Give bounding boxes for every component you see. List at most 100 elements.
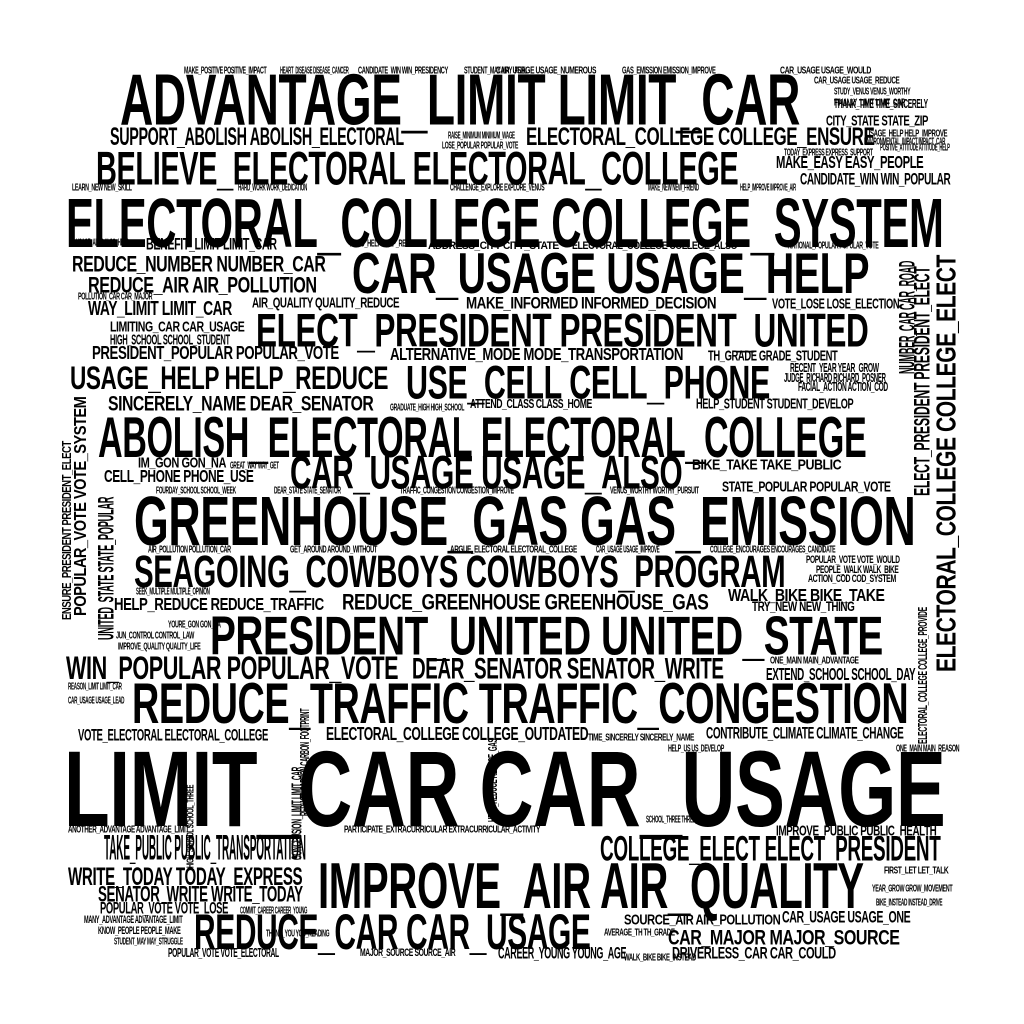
word-im-gon-gon-na: IM_GON GON_NA xyxy=(138,453,226,471)
word-study-venus-venus-worthy: STUDY_VENUS VENUS_WORTHY xyxy=(834,85,911,97)
word-electoral-college-college-provide: ELECTORAL_COLLEGE COLLEGE_PROVIDE xyxy=(916,607,931,744)
word-car-usage-usage-lead: CAR_USAGE USAGE_LEAD xyxy=(68,694,125,706)
word-reason-limit-limit-car: REASON_LIMIT LIMIT_CAR xyxy=(68,680,122,692)
word-hard-work-work-dedication: HARD_WORK WORK_DEDICATION xyxy=(238,181,307,193)
word-help-student-student-develop: HELP_STUDENT STUDENT_DEVELOP xyxy=(696,394,854,412)
word-th-grade-grade-student: TH_GRADE GRADE_STUDENT xyxy=(708,346,838,364)
word-state-popular-popular-vote: STATE_POPULAR POPULAR_VOTE xyxy=(722,477,891,495)
word-one-main-main-reason: ONE_MAIN MAIN_REASON xyxy=(896,742,960,754)
word-learn-new-new-skill: LEARN_NEW NEW_SKILL xyxy=(72,181,132,193)
word-dear-state-state-senator: DEAR_STATE STATE_SENATOR xyxy=(274,484,341,496)
word-use-cell-cell-phone: USE_CELL CELL_PHONE xyxy=(406,357,770,410)
word-alternative-mode-mode-transportation: ALTERNATIVE_MODE MODE_TRANSPORTATION xyxy=(390,343,683,364)
word-judge-richard-richard-posner: JUDGE_RICHARD RICHARD_POSNER xyxy=(784,371,886,386)
word-graduate-high-high-school: GRADUATE_HIGH HIGH_SCHOOL xyxy=(390,401,465,413)
word-advantage-limit-limit-car: ADVANTAGE_LIMIT LIMIT_CAR xyxy=(120,59,800,141)
word-pollution-car-car-major: POLLUTION_CAR CAR_MAJOR xyxy=(78,290,153,302)
word-reduce-greenhouse-greenhouse-gas: REDUCE_GREENHOUSE GREENHOUSE_GAS xyxy=(342,589,709,615)
word-car-usage-usage-help: CAR_USAGE USAGE_HELP xyxy=(352,240,870,306)
word-heart-disease-disease-cancer: HEART_DISEASE DISEASE_CANCER xyxy=(280,64,349,76)
word-recent-year-year-grow: RECENT_YEAR YEAR_GROW xyxy=(790,361,879,376)
word-thank-time-time-sincerely: THANK_TIME TIME_SINCERELY xyxy=(834,97,928,112)
word-benefit-limit-limit-car: BENEFIT_LIMIT LIMIT_CAR xyxy=(146,234,277,254)
word-usage-also-also-help: USAGE_ALSO ALSO_HELP xyxy=(76,236,129,248)
word-walk-bike-bike-instead: WALK_BIKE BIKE_INSTEAD xyxy=(624,951,696,963)
word-reduce-car-car-usage: REDUCE_CAR CAR_USAGE xyxy=(194,905,591,960)
word-cell-phone-phone-use: CELL_PHONE PHONE_USE xyxy=(104,465,254,486)
word-improve-public-public-health: IMPROVE_PUBLIC PUBLIC_HEALTH xyxy=(776,821,937,839)
word-positive-attitude-attitude-help: POSITIVE_ATTITUDE ATTITUDE_HELP xyxy=(880,141,950,153)
word-greenhouse-gas-gas-emission: GREENHOUSE_GAS GAS_EMISSION xyxy=(134,481,916,560)
word-vote-lose-lose-election: VOTE_LOSE LOSE_ELECTION xyxy=(772,294,900,312)
word-extend-school-school-day: EXTEND_SCHOOL SCHOOL_DAY xyxy=(766,663,916,684)
word-usage-help-help-improve: USAGE_HELP HELP_IMPROVE xyxy=(866,127,948,139)
word-source-air-air-pollution: SOURCE_AIR AIR_POLLUTION xyxy=(624,910,781,928)
word-electoral-college-college-ensure: ELECTORAL_COLLEGE COLLEGE_ENSURE xyxy=(526,123,875,151)
word-get-around-around-without: GET_AROUND AROUND_WITHOUT xyxy=(290,543,377,555)
word-way-limit-limit-car: WAY_LIMIT LIMIT_CAR xyxy=(88,298,232,320)
word-average-th-th-grade: AVERAGE_TH TH_GRADE xyxy=(604,926,675,938)
word-limiting-car-car-usage: LIMITING_CAR CAR_USAGE xyxy=(110,317,245,335)
word-car-usage-usage-improve: CAR_USAGE USAGE_IMPROVE xyxy=(596,543,660,555)
word-lose-popular-popular-vote: LOSE_POPULAR POPULAR_VOTE xyxy=(442,139,519,151)
word-car-major-major-source: CAR_MAJOR MAJOR_SOURCE xyxy=(668,925,900,950)
word-high-school-school-student: HIGH_SCHOOL SCHOOL_STUDENT xyxy=(110,330,230,348)
word-another-advantage-advantage-limit: ANOTHER_ADVANTAGE ADVANTAGE_LIMIT xyxy=(68,823,189,835)
word-seek-multiple-multiple-opinion: SEEK_MULTIPLE MULTIPLE_OPINION xyxy=(136,585,210,597)
word-win-popular-popular-vote: WIN_POPULAR POPULAR_VOTE xyxy=(66,649,399,687)
word-support-abolish-abolish-electoral: SUPPORT_ABOLISH ABOLISH_ELECTORAL xyxy=(110,123,404,151)
word-help-improve-improve-air: HELP_IMPROVE IMPROVE_AIR xyxy=(740,181,796,193)
word-time-sincerely-sincerely-name: TIME_SINCERELY SINCERELY_NAME xyxy=(588,731,694,743)
word-finally-limit-limit-car: FINALLY_LIMIT LIMIT_CAR xyxy=(834,96,906,108)
word-gas-emission-emission-improve: GAS_EMISSION EMISSION_IMPROVE xyxy=(622,64,716,76)
word-also-help-help-reduce: ALSO_HELP HELP_REDUCE xyxy=(350,237,421,249)
word-venus-worthy-worthy-pursuit: VENUS_WORTHY WORTHY_PURSUIT xyxy=(610,484,699,496)
word-take-public-public-transportation: TAKE_PUBLIC PUBLIC_TRANSPORTATION xyxy=(104,828,306,867)
word-bike-take-take-public: BIKE_TAKE TAKE_PUBLIC xyxy=(692,455,842,473)
word-argue-electoral-electoral-college: ARGUE_ELECTORAL ELECTORAL_COLLEGE xyxy=(450,543,577,555)
word-youre-gon-gon-na: YOURE_GON GON_NA xyxy=(168,618,221,630)
word-traffic-congestion-congestion-improve: TRAFFIC_CONGESTION CONGESTION_IMPROVE xyxy=(400,484,514,496)
word-reduce-traffic-traffic-congestion: REDUCE_TRAFFIC TRAFFIC_CONGESTION xyxy=(132,670,909,736)
word-air-quality-quality-reduce: AIR_QUALITY QUALITY_REDUCE xyxy=(252,293,400,311)
word-many-advantage-advantage-limit: MANY_ADVANTAGE ADVANTAGE_LIMIT xyxy=(84,912,183,926)
word-electoral-college-college-also: ELECTORAL_COLLEGE COLLEGE_ALSO xyxy=(572,238,738,252)
word-address-city-city-state: ADDRESS_CITY CITY_STATE xyxy=(428,238,559,252)
word-help-reduce-reduce-gas: HELP_REDUCE REDUCE_GAS xyxy=(486,738,501,822)
word-attend-class-class-home: ATTEND_CLASS CLASS_HOME xyxy=(470,397,592,412)
word-reduce-number-number-car: REDUCE_NUMBER NUMBER_CAR xyxy=(72,251,326,277)
word-bike-instead-instead-drive: BIKE_INSTEAD INSTEAD_DRIVE xyxy=(876,896,943,908)
word-write-today-today-express: WRITE_TODAY TODAY_EXPRESS xyxy=(68,863,303,891)
word-candidate-win-win-presidency: CANDIDATE_WIN WIN_PRESIDENCY xyxy=(358,64,448,76)
word-one-main-main-advantage: ONE_MAIN MAIN_ADVANTAGE xyxy=(770,654,859,666)
word-commit-career-career-young: COMMIT_CAREER CAREER_YOUNG xyxy=(240,904,308,916)
word-popular-vote-vote-would: POPULAR_VOTE VOTE_WOULD xyxy=(806,552,900,566)
word-help-reduce-reduce-traffic: HELP_REDUCE REDUCE_TRAFFIC xyxy=(114,593,324,614)
word-participate-extracurricular-extracurricular-activity: PARTICIPATE_EXTRACURRICULAR EXTRACURRICU… xyxy=(344,823,541,835)
word-make-easy-easy-people: MAKE_EASY EASY_PEOPLE xyxy=(776,151,924,172)
word-electoral-college-college-elect: ELECTORAL_COLLEGE COLLEGE_ELECT xyxy=(930,255,962,672)
word-usage-help-help-reduce: USAGE_HELP HELP_REDUCE xyxy=(70,359,389,397)
word-college-elect-elect-president: COLLEGE_ELECT ELECT_PRESIDENT xyxy=(600,829,941,868)
word-year-grow-grow-movement: YEAR_GROW GROW_MOVEMENT xyxy=(872,882,953,894)
word-major-source-source-air: MAJOR_SOURCE SOURCE_AIR xyxy=(360,945,456,959)
word-environmental-impact-impact-car: ENVIRONMENTAL_IMPACT IMPACT_CAR xyxy=(864,135,946,147)
word-reduce-air-air-pollution: REDUCE_AIR AIR_POLLUTION xyxy=(88,272,317,298)
word-president-united-united-state: PRESIDENT_UNITED UNITED_STATE xyxy=(210,605,883,667)
word-car-usage-usage-reduce: CAR_USAGE USAGE_REDUCE xyxy=(814,74,900,86)
word-vote-electoral-electoral-college: VOTE_ELECTORAL ELECTORAL_COLLEGE xyxy=(78,725,268,745)
word-senator-write-write-today: SENATOR_WRITE WRITE_TODAY xyxy=(98,881,303,907)
word-people-walk-walk-bike: PEOPLE_WALK WALK_BIKE xyxy=(816,562,899,576)
word-popular-vote-vote-electoral: POPULAR_VOTE VOTE_ELECTORAL xyxy=(168,946,279,961)
word-career-young-young-age: CAREER_YOUNG YOUNG_AGE xyxy=(498,943,627,963)
word-believe-electoral-electoral-college: BELIEVE_ELECTORAL ELECTORAL_COLLEGE xyxy=(96,143,739,196)
word-car-usage-usage-would: CAR_USAGE USAGE_WOULD xyxy=(780,64,871,76)
word-dear-senator-senator-write: DEAR_SENATOR SENATOR_WRITE xyxy=(412,652,724,686)
word-electoral-college-college-outdated: ELECTORAL_COLLEGE COLLEGE_OUTDATED xyxy=(326,723,589,745)
word-car-usage-usage-numerous: CAR_USAGE USAGE_NUMEROUS xyxy=(496,64,596,76)
word-facial-action-action-cod: FACIAL_ACTION ACTION_COD xyxy=(798,380,888,395)
word-contribute-climate-climate-change: CONTRIBUTE_CLIMATE CLIMATE_CHANGE xyxy=(706,723,904,743)
word-car-usage-usage-also: CAR_USAGE USAGE_ALSO xyxy=(290,447,683,500)
word-abolish-electoral-electoral-college: ABOLISH_ELECTORAL ELECTORAL_COLLEGE xyxy=(98,404,867,470)
